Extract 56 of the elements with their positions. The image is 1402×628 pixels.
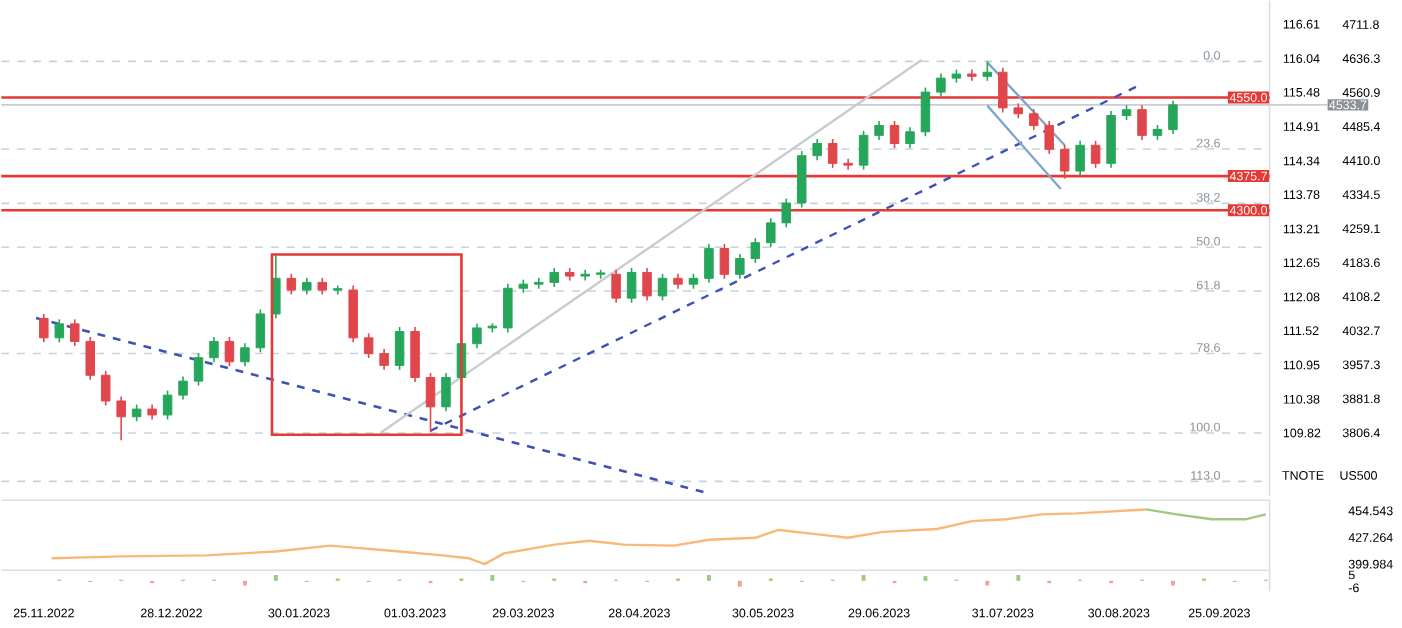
candlestick xyxy=(920,87,931,138)
candlestick xyxy=(750,237,761,265)
candlestick xyxy=(39,313,49,344)
candlestick xyxy=(193,352,204,387)
candlestick xyxy=(1075,140,1085,177)
candlestick xyxy=(348,285,358,344)
candlestick xyxy=(425,372,436,434)
candlestick xyxy=(1168,100,1178,136)
candlestick xyxy=(70,319,80,348)
candlestick xyxy=(611,269,621,304)
candlestick xyxy=(54,319,65,344)
candlestick xyxy=(162,390,173,421)
candlestick xyxy=(766,218,776,249)
candlestick xyxy=(781,198,792,229)
candlestick xyxy=(116,396,126,442)
candlestick xyxy=(1137,104,1147,142)
candlestick xyxy=(827,138,838,170)
candlestick xyxy=(998,67,1008,114)
candlestick xyxy=(379,348,389,372)
candlestick xyxy=(286,273,297,296)
candlestick xyxy=(796,150,807,209)
candlestick xyxy=(410,326,420,384)
candlestick xyxy=(549,267,560,289)
candlestick xyxy=(394,326,405,372)
candlestick xyxy=(889,120,900,150)
candlestick xyxy=(719,243,730,281)
candlestick xyxy=(735,253,745,281)
candlestick xyxy=(1106,110,1116,170)
candlestick xyxy=(224,336,235,368)
candlestick xyxy=(85,336,95,382)
candlestick xyxy=(982,61,993,83)
candlestick xyxy=(858,130,869,171)
candlestick xyxy=(657,273,668,302)
candlestick xyxy=(1090,140,1101,170)
candlestick xyxy=(503,283,513,334)
candlestick xyxy=(843,158,853,171)
candlestick xyxy=(255,309,266,354)
candlestick xyxy=(704,243,714,285)
candlestick xyxy=(580,269,590,282)
candlestick xyxy=(100,370,111,407)
candlestick xyxy=(642,267,652,302)
candlestick xyxy=(812,138,822,162)
candlestick xyxy=(874,120,884,142)
candlestick xyxy=(534,277,544,290)
candlestick xyxy=(1044,120,1054,156)
candlestick xyxy=(472,323,482,350)
candlestick xyxy=(1028,108,1039,132)
candlestick xyxy=(441,372,451,413)
candlestick xyxy=(240,342,250,368)
candlestick xyxy=(626,267,637,304)
candlestick xyxy=(905,126,915,150)
candlestick xyxy=(936,73,946,98)
candlestick xyxy=(178,376,188,401)
candlestick xyxy=(209,336,219,364)
candlestick xyxy=(363,333,374,360)
candlestick xyxy=(1059,144,1070,180)
